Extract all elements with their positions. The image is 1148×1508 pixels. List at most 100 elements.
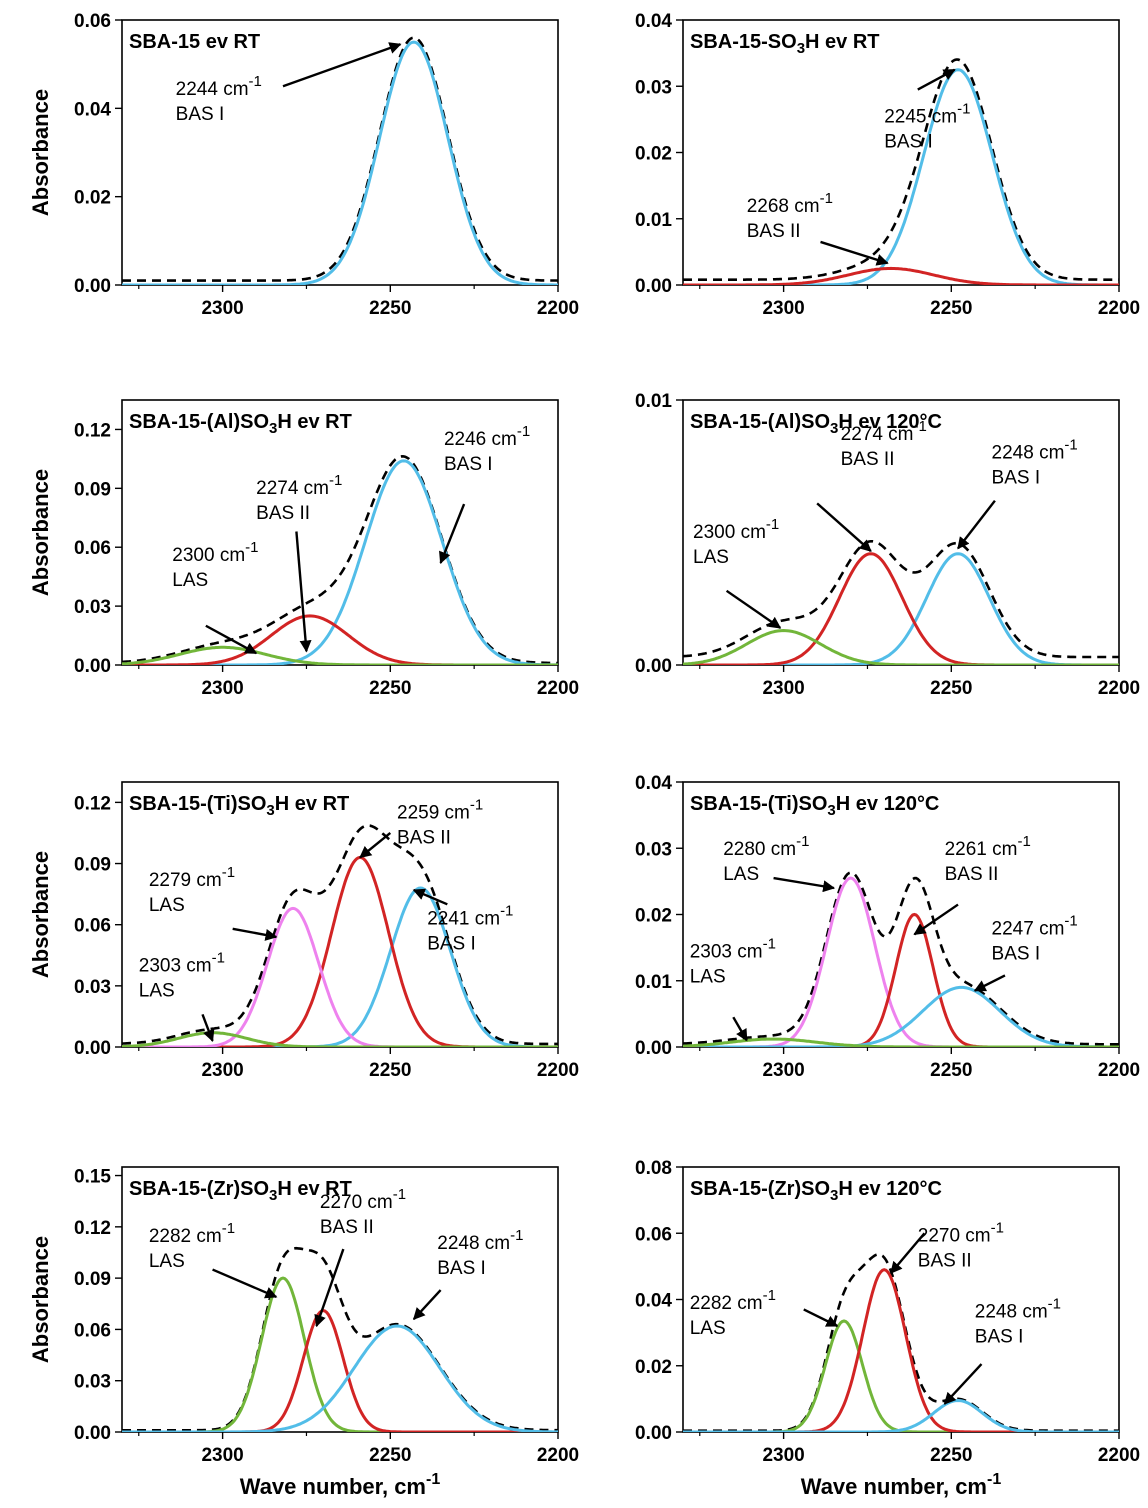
x-tick-label: 2300 bbox=[762, 1060, 804, 1081]
y-tick-label: 0.06 bbox=[74, 1320, 111, 1341]
y-tick-label: 0.06 bbox=[74, 538, 111, 559]
chart-panel-3: 2300 2250 2200 0.00 0.03 0.06 0.09 0.12 Absorban… bbox=[28, 399, 579, 699]
curve-group bbox=[683, 1253, 1119, 1432]
curve-group bbox=[122, 1246, 558, 1432]
component-curve bbox=[122, 1309, 558, 1432]
component-curve bbox=[683, 628, 1119, 665]
annotation-label: LAS bbox=[139, 981, 175, 1002]
y-tick-label: 0.04 bbox=[74, 99, 111, 120]
x-tick-label: 2200 bbox=[1098, 1060, 1140, 1081]
x-tick-label: 2300 bbox=[762, 298, 804, 319]
annotation-label: 2248 cm-1 bbox=[992, 436, 1078, 463]
envelope-curve bbox=[122, 824, 558, 1046]
annotation-label: 2282 cm-1 bbox=[149, 1220, 235, 1247]
component-curve bbox=[683, 985, 1119, 1047]
chart-panel-2: 2300 2250 2200 0.00 0.01 0.02 0.03 0.04 SBA-15-S… bbox=[635, 11, 1140, 319]
annotation-label: LAS bbox=[690, 967, 726, 988]
annotation-arrow bbox=[212, 1268, 278, 1299]
y-tick-label: 0.00 bbox=[74, 1423, 111, 1444]
y-tick-label: 0.09 bbox=[74, 479, 111, 500]
y-axis-label: Absorbance bbox=[28, 851, 53, 978]
x-tick-label: 2250 bbox=[369, 1445, 411, 1466]
annotation-label: LAS bbox=[149, 895, 185, 916]
curve-group bbox=[122, 824, 558, 1047]
annotation-label: LAS bbox=[172, 570, 208, 591]
component-curve bbox=[122, 1324, 558, 1432]
x-axis-label: Wave number, cm-1 bbox=[240, 1471, 441, 1499]
y-tick-label: 0.00 bbox=[635, 1423, 672, 1444]
chart-panel-4: 2300 2250 2200 0.00 0.01 SBA-15-(Al)SO3H ev 1… bbox=[635, 391, 1140, 699]
component-curve bbox=[683, 1398, 1119, 1432]
annotation-label: 2241 cm-1 bbox=[427, 903, 513, 930]
x-tick-label: 2300 bbox=[201, 1445, 243, 1466]
x-tick-label: 2200 bbox=[1098, 1445, 1140, 1466]
annotation-label: BAS II bbox=[747, 221, 801, 242]
curve-group bbox=[683, 871, 1119, 1047]
x-tick-label: 2250 bbox=[369, 1060, 411, 1081]
annotation-label: 2259 cm-1 bbox=[397, 797, 483, 824]
y-tick-label: 0.09 bbox=[74, 855, 111, 876]
y-tick-label: 0.04 bbox=[635, 1291, 672, 1312]
chart-panel-1: 2300 2250 2200 0.00 0.02 0.04 0.06 Absorbance SB… bbox=[28, 11, 579, 319]
annotation-label: BAS II bbox=[256, 503, 310, 524]
chart-panel-8: 2300 2250 2200 0.00 0.02 0.04 0.06 0.08 Wave num… bbox=[635, 1158, 1140, 1499]
y-tick-label: 0.02 bbox=[635, 144, 672, 165]
x-axis-label: Wave number, cm-1 bbox=[801, 1471, 1002, 1499]
envelope-curve bbox=[683, 871, 1119, 1046]
y-tick-label: 0.02 bbox=[635, 1357, 672, 1378]
annotation-label: 2300 cm-1 bbox=[693, 516, 779, 543]
y-tick-label: 0.00 bbox=[635, 276, 672, 297]
annotation-label: 2247 cm-1 bbox=[992, 912, 1078, 939]
x-tick-label: 2250 bbox=[369, 298, 411, 319]
x-tick-label: 2250 bbox=[930, 1060, 972, 1081]
annotation-arrow bbox=[359, 832, 392, 859]
y-tick-label: 0.01 bbox=[635, 391, 672, 412]
annotation-label: BAS II bbox=[945, 864, 999, 885]
panel-title: SBA-15-(Ti)SO3H ev 120°C bbox=[690, 793, 939, 819]
x-tick-label: 2250 bbox=[930, 1445, 972, 1466]
y-tick-label: 0.08 bbox=[635, 1158, 672, 1179]
annotation-arrow bbox=[913, 903, 959, 936]
annotation-arrow bbox=[205, 624, 258, 655]
annotation-label: 2300 cm-1 bbox=[172, 539, 258, 566]
annotation-label: BAS II bbox=[397, 828, 451, 849]
y-tick-label: 0.03 bbox=[74, 977, 111, 998]
y-tick-label: 0.03 bbox=[635, 77, 672, 98]
component-curve bbox=[122, 1031, 558, 1047]
annotation-label: 2268 cm-1 bbox=[747, 190, 833, 217]
annotation-arrow bbox=[201, 1013, 215, 1043]
panel-title: SBA-15-(Ti)SO3H ev RT bbox=[129, 793, 349, 819]
x-tick-label: 2250 bbox=[930, 298, 972, 319]
panel-title: SBA-15-(Zr)SO3H ev 120°C bbox=[690, 1178, 942, 1204]
y-tick-label: 0.00 bbox=[635, 1038, 672, 1059]
y-tick-label: 0.12 bbox=[74, 1218, 111, 1239]
annotation-label: LAS bbox=[690, 1318, 726, 1339]
component-curve bbox=[683, 266, 1119, 285]
component-curve bbox=[683, 68, 1119, 285]
panel-title: SBA-15 ev RT bbox=[129, 31, 260, 53]
annotation-label: BAS I bbox=[975, 1327, 1024, 1348]
plot-frame bbox=[121, 19, 559, 286]
panel-title: SBA-15-(Zr)SO3H ev RT bbox=[129, 1178, 352, 1204]
curve-group bbox=[683, 58, 1119, 285]
x-tick-label: 2200 bbox=[537, 1060, 579, 1081]
component-curve bbox=[683, 552, 1119, 665]
annotation-label: BAS I bbox=[992, 943, 1041, 964]
envelope-curve bbox=[683, 1253, 1119, 1432]
x-tick-label: 2250 bbox=[369, 678, 411, 699]
y-tick-label: 0.12 bbox=[74, 793, 111, 814]
annotation-arrow bbox=[943, 1363, 983, 1405]
x-tick-label: 2300 bbox=[201, 298, 243, 319]
chart-panel-6: 2300 2250 2200 0.00 0.01 0.02 0.03 0.04 SBA-15-(… bbox=[635, 773, 1140, 1081]
annotation-arrow bbox=[725, 589, 782, 629]
annotation-arrow bbox=[732, 1016, 748, 1042]
annotation-arrow bbox=[957, 499, 996, 550]
y-tick-label: 0.01 bbox=[635, 210, 672, 231]
annotation-arrow bbox=[232, 927, 278, 941]
annotation-label: 2303 cm-1 bbox=[139, 950, 225, 977]
y-tick-label: 0.00 bbox=[74, 276, 111, 297]
annotation-label: 2245 cm-1 bbox=[884, 101, 970, 128]
annotation-label: 2270 cm-1 bbox=[918, 1220, 1004, 1247]
envelope-curve bbox=[122, 1246, 558, 1432]
y-tick-label: 0.02 bbox=[635, 906, 672, 927]
